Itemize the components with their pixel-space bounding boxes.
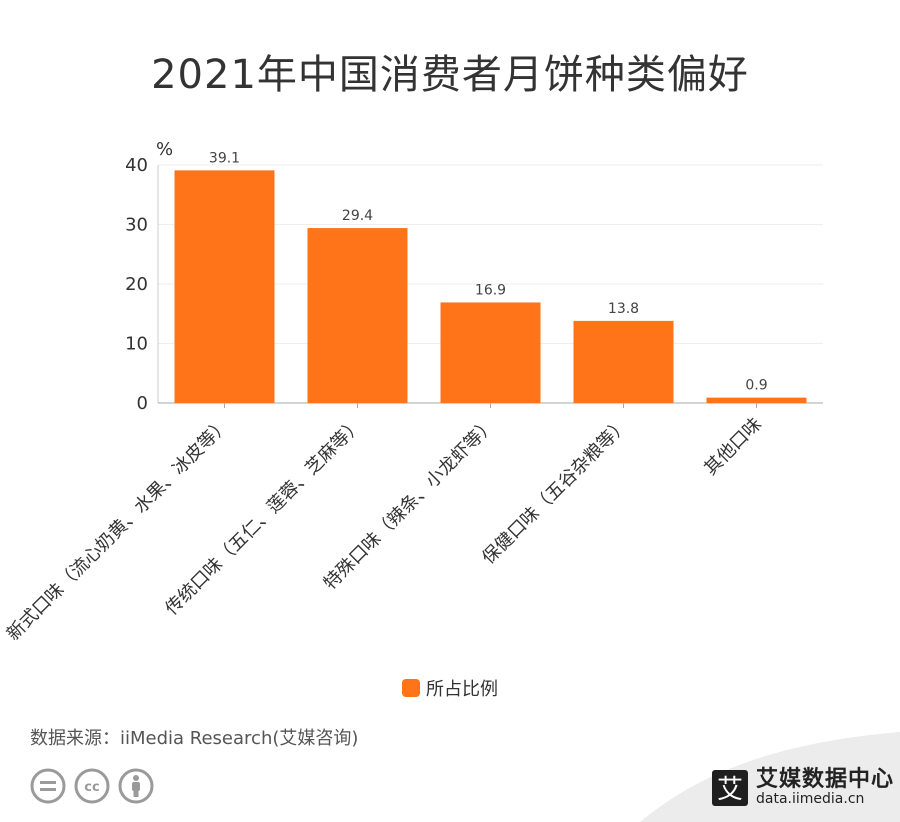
equals-circle-icon bbox=[30, 768, 66, 804]
brand[interactable]: 艾 艾媒数据中心 data.iimedia.cn bbox=[712, 767, 895, 808]
data-label: 16.9 bbox=[475, 282, 506, 298]
cc-icon: cc bbox=[74, 768, 110, 804]
y-tick-label: 40 bbox=[125, 155, 148, 176]
bar bbox=[307, 228, 408, 403]
y-tick-label: 10 bbox=[125, 334, 148, 355]
data-source: 数据来源：iiMedia Research(艾媒咨询) bbox=[30, 728, 359, 749]
y-tick-label: 0 bbox=[137, 393, 148, 414]
license-icons: cc bbox=[30, 768, 154, 804]
bar bbox=[706, 397, 807, 403]
legend[interactable]: 所占比例 bbox=[0, 675, 900, 701]
y-tick-label: 30 bbox=[125, 215, 148, 236]
person-icon bbox=[118, 768, 154, 804]
data-label: 39.1 bbox=[209, 150, 240, 166]
y-tick-label: 20 bbox=[125, 274, 148, 295]
brand-logo: 艾 bbox=[712, 769, 748, 806]
y-axis-label: % bbox=[156, 139, 173, 160]
x-tick-label: 保健口味（五谷杂粮等） bbox=[478, 414, 633, 569]
legend-swatch bbox=[402, 679, 420, 697]
legend-label: 所占比例 bbox=[426, 679, 498, 700]
x-tick-label: 新式口味（流心奶黄、水果、冰皮等） bbox=[3, 414, 234, 645]
brand-background bbox=[640, 732, 900, 822]
bar bbox=[174, 170, 275, 403]
brand-name: 艾媒数据中心 bbox=[756, 767, 895, 792]
bar bbox=[440, 302, 541, 403]
data-label: 13.8 bbox=[608, 301, 639, 317]
chart-title: 2021年中国消费者月饼种类偏好 bbox=[151, 52, 749, 98]
bar bbox=[573, 320, 674, 403]
svg-text:cc: cc bbox=[84, 780, 99, 795]
data-label: 29.4 bbox=[342, 208, 373, 224]
brand-url: data.iimedia.cn bbox=[756, 791, 865, 808]
x-tick-label: 其他口味 bbox=[700, 414, 766, 480]
data-label: 0.9 bbox=[745, 378, 767, 394]
